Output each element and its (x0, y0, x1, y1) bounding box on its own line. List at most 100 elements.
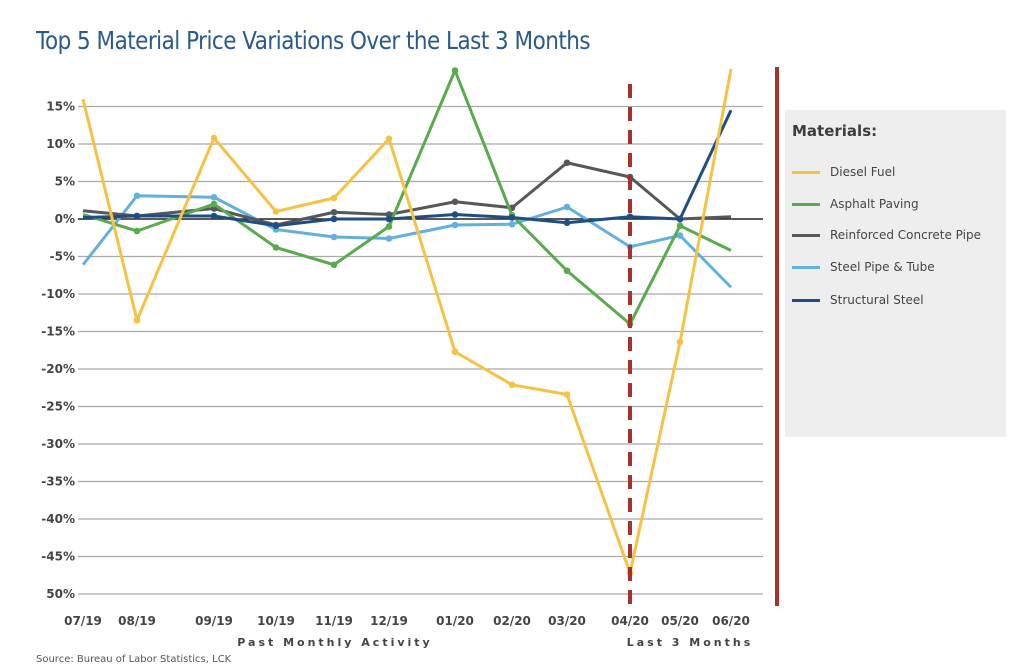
x-tick-label: 07/19 (64, 614, 102, 628)
x-group-label: Past Monthly Activity (237, 636, 432, 649)
legend-swatch (792, 265, 820, 269)
data-point-structural-steel (563, 219, 571, 227)
x-axis-groups: Past Monthly Activity Last 3 Months (237, 636, 754, 649)
legend-label: Structural Steel (830, 293, 924, 307)
data-point-structural-steel (451, 211, 459, 218)
data-point-diesel-fuel (385, 135, 393, 143)
x-tick-label: 10/19 (257, 614, 295, 628)
x-tick-label: 02/20 (493, 614, 531, 628)
data-point-structural-steel (210, 212, 218, 220)
data-point-reinforced-concrete-pipe (330, 208, 338, 216)
y-tick-label: -25% (41, 400, 75, 414)
legend: Materials: Diesel Fuel Asphalt Paving Rein… (785, 110, 1006, 437)
data-point-diesel-fuel (451, 348, 459, 356)
data-point-structural-steel (330, 215, 338, 223)
data-point-asphalt-paving (330, 261, 338, 269)
data-point-diesel-fuel (676, 338, 684, 346)
y-tick-label: -40% (41, 512, 75, 526)
y-tick-label: 5% (55, 175, 75, 189)
data-point-diesel-fuel (330, 194, 338, 202)
x-tick-label: 04/20 (611, 614, 649, 628)
legend-swatch (792, 170, 820, 174)
y-tick-label: -5% (50, 250, 75, 264)
legend-label: Reinforced Concrete Pipe (830, 228, 981, 242)
chart-title: Top 5 Material Price Variations Over the… (36, 26, 591, 55)
y-tick-label: 10% (46, 137, 75, 151)
series-structural-steel (82, 109, 733, 230)
data-point-asphalt-paving (676, 222, 684, 230)
x-tick-label: 11/19 (315, 614, 353, 628)
legend-item: Steel Pipe & Tube (792, 257, 935, 277)
legend-label: Asphalt Paving (830, 197, 919, 211)
y-tick-label: -35% (41, 475, 75, 489)
x-axis-ticks: 07/19 08/19 09/19 10/19 11/19 12/19 01/20 02/20… (64, 614, 750, 628)
y-tick-label: 50% (46, 587, 75, 601)
x-tick-label: 01/20 (436, 614, 474, 628)
legend-title: Materials: (792, 122, 878, 140)
data-point-steel-pipe-tube (676, 232, 684, 239)
series-line-diesel-fuel (81, 68, 733, 575)
x-tick-label: 08/19 (118, 614, 156, 628)
data-point-diesel-fuel (133, 316, 141, 324)
data-point-diesel-fuel (563, 391, 571, 398)
data-point-asphalt-paving (210, 200, 218, 208)
legend-item: Structural Steel (792, 290, 924, 310)
y-axis-ticks: 15% 10% 5% 0% -5% -10% -15% -20% -25% -30% -35% -40… (41, 100, 75, 602)
x-tick-label: 03/20 (548, 614, 586, 628)
series-asphalt-paving (82, 67, 732, 328)
y-tick-label: -30% (41, 437, 75, 451)
data-point-structural-steel (626, 213, 634, 221)
data-point-structural-steel (133, 212, 141, 220)
data-point-steel-pipe-tube (451, 221, 459, 229)
data-point-diesel-fuel (210, 134, 218, 142)
data-point-structural-steel (272, 222, 280, 230)
data-point-diesel-fuel (272, 208, 280, 215)
series-steel-pipe-tube (81, 192, 733, 289)
y-tick-label: -45% (41, 550, 75, 564)
gridlines (78, 105, 763, 595)
y-tick-label: 0% (55, 212, 75, 226)
data-point-diesel-fuel (508, 381, 516, 389)
data-point-reinforced-concrete-pipe (563, 159, 571, 167)
data-point-steel-pipe-tube (563, 203, 571, 211)
data-point-asphalt-paving (563, 267, 571, 275)
x-tick-label: 06/20 (712, 614, 750, 628)
data-point-steel-pipe-tube (133, 192, 141, 200)
data-point-asphalt-paving (385, 223, 393, 230)
data-point-structural-steel (508, 214, 516, 221)
legend-swatch (792, 298, 820, 302)
y-tick-label: 15% (46, 100, 75, 114)
legend-label: Diesel Fuel (830, 165, 896, 179)
legend-label: Steel Pipe & Tube (830, 260, 935, 274)
data-point-structural-steel (385, 215, 393, 223)
data-point-steel-pipe-tube (210, 193, 218, 201)
series-line-steel-pipe-tube (81, 194, 733, 289)
data-point-asphalt-paving (133, 227, 141, 235)
y-tick-label: -10% (41, 287, 75, 301)
data-point-reinforced-concrete-pipe (451, 198, 459, 206)
series-lines (81, 67, 733, 577)
legend-item: Diesel Fuel (792, 162, 895, 182)
legend-item: Asphalt Paving (792, 194, 919, 214)
legend-swatch (792, 202, 820, 206)
series-diesel-fuel (81, 68, 733, 577)
x-group-label: Last 3 Months (627, 636, 754, 649)
x-tick-label: 05/20 (661, 614, 699, 628)
y-tick-label: -20% (41, 362, 75, 376)
legend-swatch (792, 233, 820, 237)
data-point-structural-steel (676, 215, 684, 223)
series-line-asphalt-paving (82, 69, 732, 326)
data-point-asphalt-paving (272, 244, 280, 251)
separator-bar (775, 67, 779, 606)
data-point-steel-pipe-tube (508, 220, 516, 228)
legend-item: Reinforced Concrete Pipe (792, 225, 981, 245)
data-point-steel-pipe-tube (385, 235, 393, 242)
y-tick-label: -15% (41, 325, 75, 339)
x-tick-label: 09/19 (195, 614, 233, 628)
x-tick-label: 12/19 (370, 614, 408, 628)
data-point-asphalt-paving (451, 67, 459, 74)
series-line-structural-steel (82, 109, 733, 228)
data-point-steel-pipe-tube (330, 233, 338, 241)
source-note: Source: Bureau of Labor Statistics, LCK (36, 654, 232, 665)
